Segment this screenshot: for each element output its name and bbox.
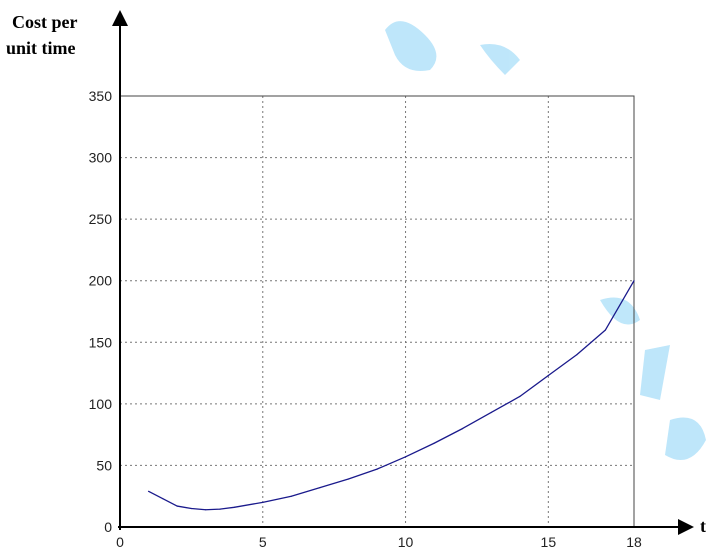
series-point xyxy=(262,501,264,503)
y-tick-label: 150 xyxy=(89,334,113,350)
x-tick-label: 10 xyxy=(398,534,414,550)
series-point xyxy=(519,395,521,398)
watermark-stroke-2 xyxy=(480,44,520,75)
x-tick-label: 15 xyxy=(541,534,557,550)
y-axis-title-line-1: Cost per xyxy=(12,12,78,32)
y-axis-arrow xyxy=(112,10,128,26)
y-axis-title-line-2: unit time xyxy=(6,38,76,58)
y-tick-label: 100 xyxy=(89,396,113,412)
series-point xyxy=(490,411,492,414)
y-tick-label: 0 xyxy=(104,519,112,535)
x-tick-label: 0 xyxy=(116,534,124,550)
y-tick-label: 200 xyxy=(89,273,113,289)
x-tick-label: 18 xyxy=(626,534,642,550)
series-point xyxy=(190,507,192,510)
y-tick-label: 250 xyxy=(89,211,113,227)
y-tick-label: 50 xyxy=(96,457,112,473)
series-point xyxy=(290,495,292,497)
series-point xyxy=(147,490,150,492)
plot-frame xyxy=(119,95,635,528)
series-point xyxy=(219,508,221,510)
x-tick-label: 5 xyxy=(259,534,267,550)
series-point xyxy=(576,354,578,356)
series-point xyxy=(376,468,378,470)
series-point xyxy=(347,478,350,480)
grid xyxy=(120,96,634,527)
series-point xyxy=(404,456,407,458)
x-tick-labels: 0 5 10 15 18 xyxy=(116,534,642,550)
series-point xyxy=(176,505,178,507)
x-axis-arrow xyxy=(678,519,694,535)
series-point xyxy=(162,498,164,500)
series-point xyxy=(604,329,607,331)
y-tick-label: 300 xyxy=(89,150,113,166)
watermark-stroke-4 xyxy=(640,345,670,400)
watermark-stroke-3 xyxy=(600,297,640,325)
y-tick-label: 350 xyxy=(89,88,113,104)
series-layer xyxy=(147,280,635,511)
series-point xyxy=(233,506,235,508)
series-point xyxy=(633,280,635,282)
watermark xyxy=(385,21,706,460)
y-tick-labels: 0 50 100 150 200 250 300 350 xyxy=(89,88,113,535)
series-point xyxy=(462,427,464,430)
watermark-stroke-1 xyxy=(385,21,437,71)
watermark-stroke-5 xyxy=(665,417,706,460)
series-point xyxy=(433,442,435,444)
series-point xyxy=(205,509,207,511)
series-point xyxy=(319,486,321,489)
series-point xyxy=(547,374,549,377)
x-axis-title: t xyxy=(700,516,706,536)
series-line xyxy=(148,280,635,511)
